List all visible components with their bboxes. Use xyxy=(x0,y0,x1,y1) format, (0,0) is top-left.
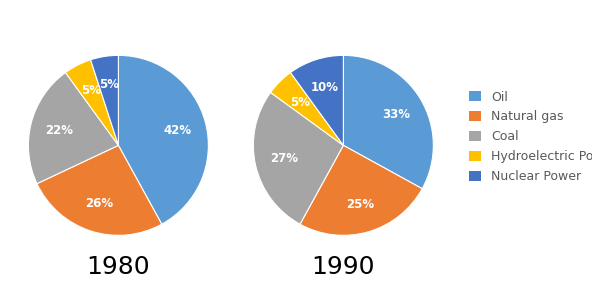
Wedge shape xyxy=(300,145,422,235)
Wedge shape xyxy=(66,60,118,145)
Text: 33%: 33% xyxy=(382,108,410,121)
Text: 5%: 5% xyxy=(99,78,119,91)
Title: 1980: 1980 xyxy=(86,255,150,278)
Text: 42%: 42% xyxy=(163,124,192,137)
Wedge shape xyxy=(118,55,208,224)
Text: 22%: 22% xyxy=(45,124,73,137)
Text: 5%: 5% xyxy=(290,95,310,109)
Wedge shape xyxy=(291,55,343,145)
Wedge shape xyxy=(91,55,118,145)
Text: 25%: 25% xyxy=(346,198,375,211)
Wedge shape xyxy=(343,55,433,189)
Wedge shape xyxy=(37,145,162,235)
Legend: Oil, Natural gas, Coal, Hydroelectric Power, Nuclear Power: Oil, Natural gas, Coal, Hydroelectric Po… xyxy=(465,87,592,187)
Wedge shape xyxy=(253,92,343,224)
Title: 1990: 1990 xyxy=(311,255,375,278)
Text: 5%: 5% xyxy=(81,84,101,97)
Wedge shape xyxy=(271,73,343,145)
Text: 26%: 26% xyxy=(85,197,114,210)
Text: 10%: 10% xyxy=(310,81,339,94)
Wedge shape xyxy=(28,73,118,184)
Text: 27%: 27% xyxy=(269,152,298,165)
